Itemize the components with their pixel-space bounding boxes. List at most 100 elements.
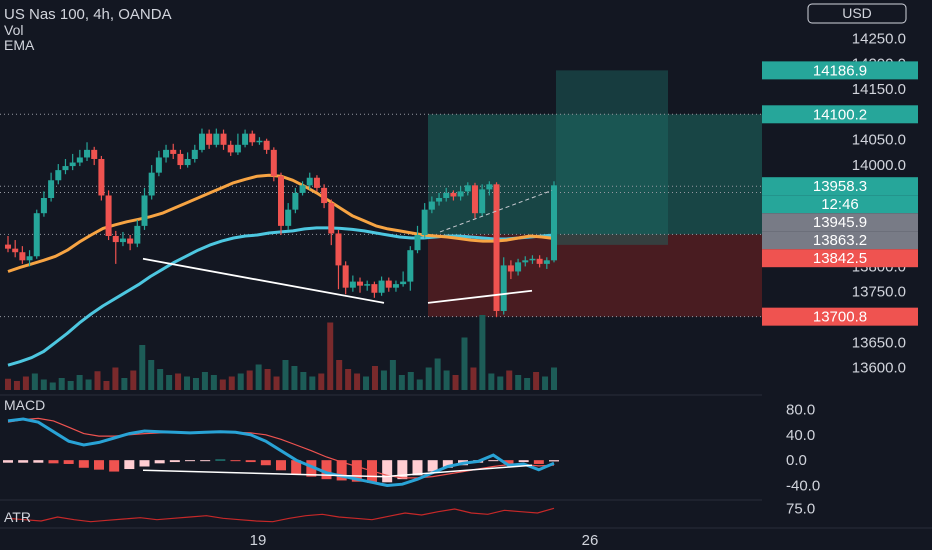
candle-body: [184, 158, 191, 166]
candle-body: [378, 280, 385, 293]
macd-divergence-line[interactable]: [142, 469, 385, 478]
candle-body: [471, 185, 478, 214]
candle-body: [328, 203, 335, 234]
macd-divergence-line[interactable]: [383, 464, 533, 478]
macd-histogram-bar: [549, 460, 559, 462]
candle-body: [385, 280, 392, 288]
candle-body: [400, 281, 407, 285]
volume-bar: [452, 375, 459, 390]
candle-body: [278, 176, 284, 226]
volume-bar: [67, 381, 74, 390]
candle-body: [313, 177, 320, 188]
price-tag-label: 14186.9: [813, 62, 867, 79]
volume-bar: [22, 376, 29, 390]
candle-body: [450, 192, 457, 197]
candle-body: [148, 172, 155, 196]
candle-body: [76, 157, 83, 163]
volume-bar: [264, 369, 271, 390]
price-tag-label: 13945.9: [813, 214, 867, 231]
candle-body: [256, 140, 263, 143]
profit-zone-2[interactable]: [556, 70, 668, 245]
indicator-ema-label[interactable]: EMA: [4, 37, 35, 53]
volume-bar: [533, 372, 540, 390]
volume-bar: [255, 364, 262, 390]
price-tag: [762, 213, 918, 232]
volume-bar: [237, 373, 244, 390]
candle-body: [299, 185, 306, 193]
loss-zone[interactable]: [428, 234, 762, 317]
candle-body: [234, 144, 241, 153]
volume-bar: [130, 370, 137, 390]
volume-bar: [148, 360, 155, 390]
macd-histogram-bar: [276, 460, 286, 471]
time-tick-26: 26: [582, 532, 599, 549]
price-tick: 13750.0: [852, 284, 906, 301]
volume-bar: [112, 367, 119, 390]
macd-label[interactable]: MACD: [4, 397, 45, 413]
profit-zone[interactable]: [428, 114, 762, 235]
macd-histogram-bar: [33, 460, 44, 463]
candle-body: [500, 265, 507, 311]
volume-bar: [327, 322, 334, 390]
candle-body: [421, 209, 428, 235]
candle-body: [26, 256, 33, 261]
candle-body: [105, 195, 112, 236]
macd-histogram-bar: [442, 460, 453, 468]
candle-body: [364, 284, 371, 286]
atr-line: [7, 507, 555, 523]
candle-body: [443, 192, 450, 198]
atr-label[interactable]: ATR: [4, 509, 31, 525]
macd-histogram-bar: [533, 460, 544, 464]
candle-body: [84, 149, 91, 158]
macd-tick: 80.0: [786, 402, 815, 419]
volume-bar: [210, 375, 217, 390]
volume-bar: [336, 360, 343, 390]
candle-body: [91, 149, 98, 159]
candle-body: [62, 166, 69, 171]
price-tick: 13600.0: [852, 360, 906, 377]
candle-body: [371, 284, 378, 293]
candle-body: [428, 201, 435, 210]
indicator-vol-label[interactable]: Vol: [4, 22, 23, 38]
price-tick: 13650.0: [852, 334, 906, 351]
candle-body: [98, 158, 105, 196]
macd-tick: 40.0: [786, 427, 815, 444]
trendline[interactable]: [142, 257, 385, 304]
macd-histogram-bar: [367, 460, 377, 483]
price-tag: [762, 231, 918, 250]
volume-bar: [389, 360, 396, 390]
trendline[interactable]: [427, 289, 533, 304]
candle-body: [206, 133, 213, 145]
macd-histogram-bar: [3, 460, 13, 463]
volume-bar: [488, 373, 495, 390]
price-tag: [762, 195, 918, 214]
macd-tick: 0.0: [786, 452, 807, 469]
volume-bar: [291, 366, 298, 390]
price-tag: [762, 105, 918, 124]
trendlines[interactable]: [142, 189, 553, 304]
candle-body: [414, 234, 421, 251]
candle-body: [263, 140, 270, 150]
macd-histogram-bar: [18, 460, 29, 463]
price-tick: 14050.0: [852, 132, 906, 149]
candle-body: [163, 149, 170, 158]
macd-histogram-bar: [63, 460, 74, 464]
macd-histogram-bar: [230, 460, 241, 462]
macd-histogram-bar: [427, 460, 438, 472]
volume-bar: [506, 370, 513, 390]
candle-body: [12, 248, 19, 253]
volume-bar: [175, 373, 182, 390]
volume-bar: [31, 373, 38, 390]
currency-button[interactable]: [807, 3, 907, 24]
candle-body: [40, 198, 47, 214]
candle-body: [227, 144, 234, 153]
candle-body: [543, 260, 550, 264]
macd-histogram-bar: [397, 460, 408, 480]
currency-label: USD: [842, 5, 872, 21]
volume-bar: [184, 376, 191, 390]
candle-body: [493, 184, 500, 311]
macd-histogram-bar: [154, 460, 165, 464]
volume-bar: [461, 337, 468, 390]
volume-bar: [363, 376, 370, 390]
